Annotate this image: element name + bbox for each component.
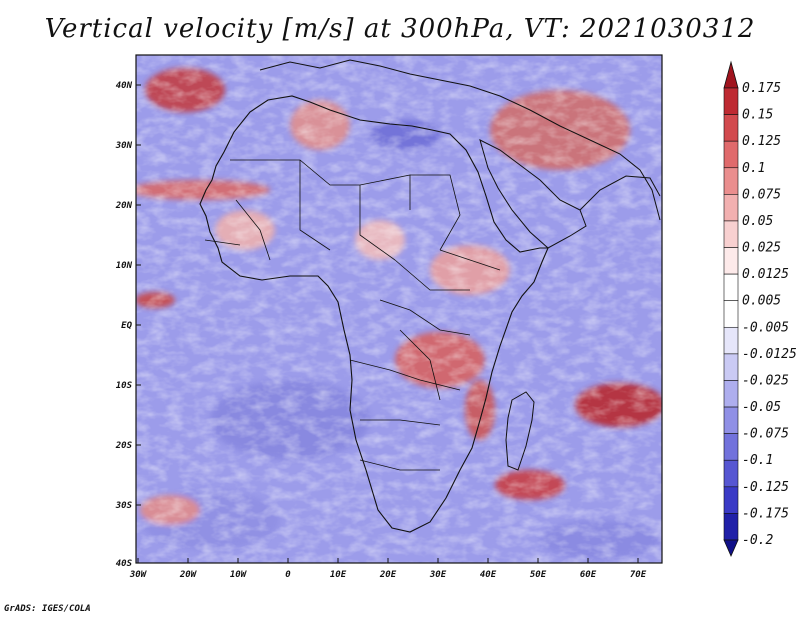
lat-tick-label: 40S <box>116 559 133 569</box>
colorbar-segment <box>723 433 739 461</box>
colorbar-label: -0.075 <box>742 427 789 442</box>
lat-tick-label: 40N <box>116 81 133 91</box>
colorbar-segment <box>723 406 739 434</box>
colorbar-label: -0.2 <box>742 533 773 548</box>
lat-tick-label: EQ <box>121 321 132 331</box>
colorbar-segment <box>723 273 739 302</box>
colorbar-min-arrow <box>723 539 739 557</box>
colorbar-segment <box>723 220 739 248</box>
colorbar-segment <box>723 247 739 275</box>
colorbar-label: -0.0125 <box>742 347 797 362</box>
lon-tick-label: 20E <box>379 570 397 580</box>
colorbar-label: -0.125 <box>742 480 789 495</box>
colorbar-segment <box>723 300 739 328</box>
colorbar-label: 0.125 <box>742 134 781 149</box>
lon-tick-label: 10W <box>230 570 248 580</box>
colorbar-label: 0.175 <box>742 81 781 96</box>
colorbar-label: 0.075 <box>742 187 781 202</box>
coastline-europe-asia <box>259 59 661 221</box>
colorbar-label: 0.05 <box>742 214 773 229</box>
colorbar-segment <box>723 353 739 381</box>
coastline-madagascar <box>505 391 535 471</box>
lon-tick-label: 0 <box>285 570 291 580</box>
coastline-arabia <box>479 139 587 249</box>
colorbar-segment <box>723 167 739 195</box>
latitude-axis: 40N 30N 20N 10N EQ 10S 20S 30S 40S <box>115 81 141 569</box>
colorbar-max-arrow <box>723 60 739 89</box>
lon-tick-label: 60E <box>580 570 597 580</box>
colorbar-label: 0.005 <box>742 294 781 309</box>
lon-tick-label: 40E <box>480 570 497 580</box>
colorbar: 0.175 0.15 0.125 0.1 0.075 0.05 0.025 0.0125 0.0… <box>723 60 797 557</box>
colorbar-label: -0.1 <box>742 453 773 468</box>
colorbar-segment <box>723 380 739 408</box>
lat-tick-label: 10N <box>116 261 133 271</box>
colorbar-label: -0.05 <box>742 400 781 415</box>
colorbar-label: -0.175 <box>742 506 789 521</box>
colorbar-label: 0.1 <box>742 161 765 176</box>
vertical-velocity-field <box>136 55 662 563</box>
colorbar-segment <box>723 513 739 541</box>
lon-tick-label: 50E <box>530 570 547 580</box>
lon-tick-label: 70E <box>630 570 647 580</box>
colorbar-segment <box>723 114 739 142</box>
colorbar-segment <box>723 459 739 488</box>
lon-tick-label: 20W <box>179 570 198 580</box>
map-title: Vertical velocity [m/s] at 300hPa, VT: 2… <box>44 14 756 44</box>
colorbar-label: -0.025 <box>742 373 789 388</box>
grads-credit: GrADS: IGES/COLA <box>4 604 91 614</box>
plot-frame <box>135 54 663 564</box>
country-borders <box>204 159 501 471</box>
lat-tick-label: 20S <box>115 441 133 451</box>
colorbar-segment <box>723 140 739 169</box>
colorbar-segment <box>723 194 739 222</box>
colorbar-segment <box>723 87 739 115</box>
lon-tick-label: 30W <box>129 570 148 580</box>
colorbar-label: 0.0125 <box>742 267 789 282</box>
lon-tick-label: 30E <box>429 570 447 580</box>
lat-tick-label: 30S <box>115 501 133 511</box>
colorbar-segment <box>723 486 739 514</box>
colorbar-label: 0.15 <box>742 108 773 123</box>
coastline-africa <box>199 95 549 533</box>
lat-tick-label: 20N <box>115 201 133 211</box>
lat-tick-label: 10S <box>116 381 133 391</box>
lon-tick-label: 10E <box>330 570 347 580</box>
lat-tick-label: 30N <box>115 141 133 151</box>
colorbar-label: -0.005 <box>742 320 789 335</box>
colorbar-segment <box>723 326 739 355</box>
longitude-axis: 30W 20W 10W 0 10E 20E 30E 40E 50E 60E 70E <box>129 558 647 580</box>
colorbar-label: 0.025 <box>742 241 781 256</box>
